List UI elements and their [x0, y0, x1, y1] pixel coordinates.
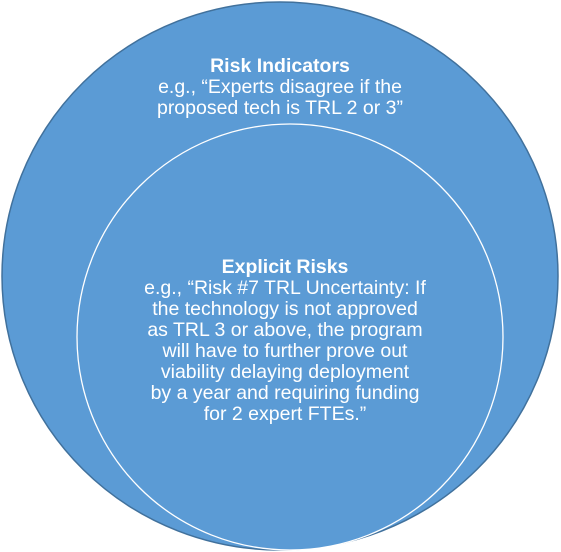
explicit-risks-example-line: by a year and requiring funding — [150, 382, 420, 404]
explicit-risks-example-line: viability delaying deployment — [160, 361, 410, 383]
explicit-risks-example-line: as TRL 3 or above, the program — [147, 319, 423, 341]
explicit-risks-title: Explicit Risks — [221, 256, 349, 278]
inner-circle-explicit-risks — [76, 123, 504, 551]
explicit-risks-example-line: will have to further prove out — [162, 340, 408, 362]
risk-indicators-example-line: proposed tech is TRL 2 or 3” — [156, 97, 404, 119]
explicit-risks-example-line: for 2 expert FTEs.” — [203, 403, 367, 425]
risk-indicators-label: Risk Indicators e.g., “Experts disagree … — [130, 56, 430, 119]
risk-indicators-example-line: e.g., “Experts disagree if the — [158, 76, 402, 98]
explicit-risks-label: Explicit Risks e.g., “Risk #7 TRL Uncert… — [115, 257, 455, 425]
explicit-risks-example-line: the technology is not approved — [152, 298, 418, 320]
explicit-risks-example-line: e.g., “Risk #7 TRL Uncertainty: If — [144, 277, 426, 299]
risk-indicators-title: Risk Indicators — [210, 55, 350, 77]
